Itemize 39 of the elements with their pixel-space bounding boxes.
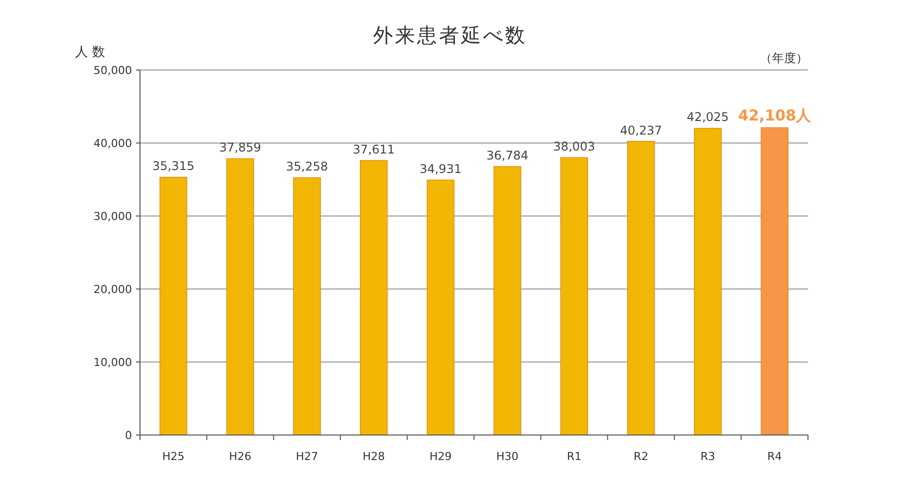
data-label: 35,315	[152, 159, 194, 174]
data-label: 42,108人	[738, 106, 812, 125]
x-tick-label: R1	[566, 450, 582, 463]
y-tick-label: 30,000	[94, 210, 132, 223]
x-tick-label: R4	[767, 450, 782, 463]
x-tick-label: R3	[700, 450, 716, 463]
x-tick-label: R2	[634, 450, 648, 463]
data-label: 38,003	[553, 140, 596, 154]
bar	[160, 176, 188, 436]
x-tick-label: H29	[429, 450, 452, 463]
y-tick-label: 0	[125, 429, 132, 442]
data-label: 35,258	[286, 160, 328, 174]
bar	[360, 160, 388, 436]
bar	[293, 177, 321, 436]
bar	[226, 158, 254, 436]
x-tick-label: H28	[362, 450, 385, 463]
data-label: 34,931	[420, 162, 462, 176]
bar	[560, 157, 588, 436]
data-label: 42,025	[686, 110, 729, 124]
x-tick-label: H30	[496, 450, 519, 463]
data-label: 36,784	[486, 148, 528, 162]
bar	[494, 166, 522, 436]
bar	[694, 128, 722, 436]
bar	[627, 140, 655, 436]
bar	[426, 180, 454, 436]
data-label: 40,237	[620, 123, 662, 138]
y-tick-label: 50,000	[94, 64, 132, 77]
x-tick-label: H26	[229, 450, 252, 463]
chart-title: 外来患者延べ数	[373, 23, 527, 47]
y-tick-label: 20,000	[94, 283, 132, 296]
data-label: 37,611	[352, 142, 395, 156]
bar	[760, 127, 788, 436]
x-tick-label: H27	[296, 450, 318, 463]
y-tick-label: 10,000	[94, 356, 132, 369]
y-axis-title: 人 数	[74, 45, 106, 60]
text: （年度）	[760, 51, 808, 65]
x-tick-label: H25	[162, 450, 185, 463]
y-tick-label: 40,000	[94, 137, 132, 150]
data-label: 37,859	[219, 140, 262, 155]
